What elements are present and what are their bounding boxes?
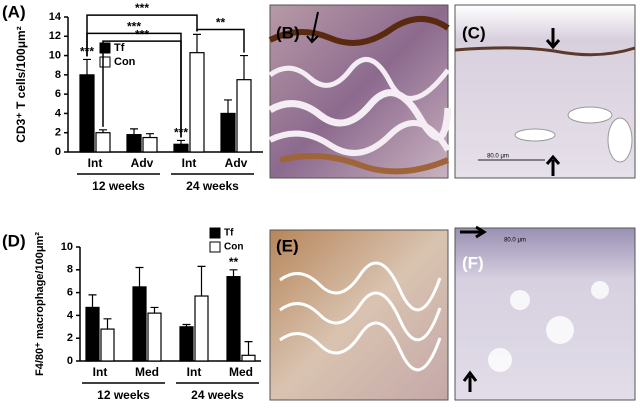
- bar: [79, 74, 95, 153]
- error-bar: [224, 99, 232, 114]
- significance-label: **: [216, 16, 226, 30]
- significance-label: ***: [135, 27, 149, 41]
- significance-label: ***: [127, 20, 141, 34]
- significance-label: ***: [135, 1, 149, 15]
- panel-label: (C): [462, 23, 486, 42]
- significance-bracket: [102, 40, 182, 138]
- y-tick-label: 10: [49, 49, 61, 61]
- group-label: 24 weeks: [191, 388, 244, 402]
- error-bar: [197, 265, 206, 297]
- bar: [220, 112, 236, 153]
- x-tick-label: Med: [135, 365, 159, 379]
- error-bar: [99, 129, 107, 133]
- micrograph-e: [269, 229, 449, 401]
- micrograph-b: [268, 4, 452, 179]
- significance-bracket: [196, 28, 245, 53]
- scale-bar-label: 80.0 μm: [487, 154, 509, 160]
- bar: [194, 295, 209, 362]
- y-tick-label: 8: [67, 264, 73, 276]
- bar: [126, 134, 142, 153]
- bar: [241, 354, 256, 362]
- bar: [95, 132, 111, 153]
- panel-label: (F): [462, 253, 484, 272]
- error-bar: [103, 318, 112, 330]
- group-label: 12 weeks: [92, 179, 145, 193]
- y-tick-label: 10: [61, 241, 73, 253]
- bar: [147, 312, 162, 362]
- x-tick-label: Int: [88, 156, 103, 170]
- y-axis-label: F4/80⁺ macrophage/100μm²: [34, 232, 46, 376]
- error-bar: [150, 306, 159, 314]
- x-tick-label: Adv: [131, 156, 154, 170]
- error-bar: [193, 33, 201, 53]
- y-tick-label: 14: [49, 11, 62, 23]
- error-bar: [177, 139, 185, 145]
- scale-bar-label: 80.0 μm: [504, 238, 526, 244]
- legend-swatch: [99, 56, 111, 68]
- micrograph-c: [454, 4, 636, 179]
- significance-label: **: [229, 255, 239, 269]
- group-label: 24 weeks: [186, 179, 239, 193]
- y-tick-label: 6: [55, 88, 61, 100]
- error-bar: [182, 323, 191, 327]
- y-tick-label: 6: [67, 287, 73, 299]
- legend-label: Con: [114, 56, 136, 68]
- error-bar: [146, 133, 154, 138]
- bar: [100, 328, 115, 362]
- error-bar: [244, 341, 253, 356]
- bar: [179, 326, 194, 362]
- error-bar: [130, 128, 138, 135]
- y-tick-label: 12: [49, 30, 61, 42]
- legend-label: Tf: [224, 228, 234, 239]
- panel-label: (E): [276, 236, 299, 255]
- y-tick-label: 8: [55, 69, 61, 81]
- legend-swatch: [99, 42, 111, 54]
- legend-swatch: [209, 241, 221, 253]
- x-tick-label: Int: [93, 365, 108, 379]
- panel-label: (B): [276, 23, 300, 42]
- error-bar: [88, 294, 97, 308]
- bar: [173, 143, 189, 153]
- error-bar: [229, 269, 238, 277]
- y-tick-label: 0: [55, 146, 61, 158]
- bar: [132, 286, 147, 362]
- bar: [189, 52, 205, 153]
- error-bar: [83, 58, 91, 75]
- legend-swatch: [209, 227, 221, 239]
- y-tick-label: 0: [67, 355, 73, 367]
- x-tick-label: Int: [187, 365, 202, 379]
- y-tick-label: 4: [67, 309, 74, 321]
- legend-label: Tf: [114, 42, 125, 54]
- micrograph-f: [454, 225, 636, 401]
- y-tick-label: 2: [67, 332, 73, 344]
- error-bar: [240, 54, 248, 80]
- error-bar: [135, 266, 144, 287]
- panel-label: (A): [2, 2, 26, 21]
- bar: [142, 136, 158, 153]
- x-tick-label: Med: [229, 365, 253, 379]
- bar: [226, 276, 241, 362]
- group-label: 12 weeks: [97, 388, 150, 402]
- legend-label: Con: [224, 242, 243, 253]
- bar: [236, 79, 252, 153]
- bar: [85, 306, 100, 362]
- x-tick-label: Int: [182, 156, 197, 170]
- x-tick-label: Adv: [225, 156, 248, 170]
- y-tick-label: 4: [55, 107, 62, 119]
- y-axis-label: CD3⁺ T cells/100μm²: [14, 26, 28, 142]
- y-tick-label: 2: [55, 127, 61, 139]
- panel-label: (D): [2, 231, 26, 250]
